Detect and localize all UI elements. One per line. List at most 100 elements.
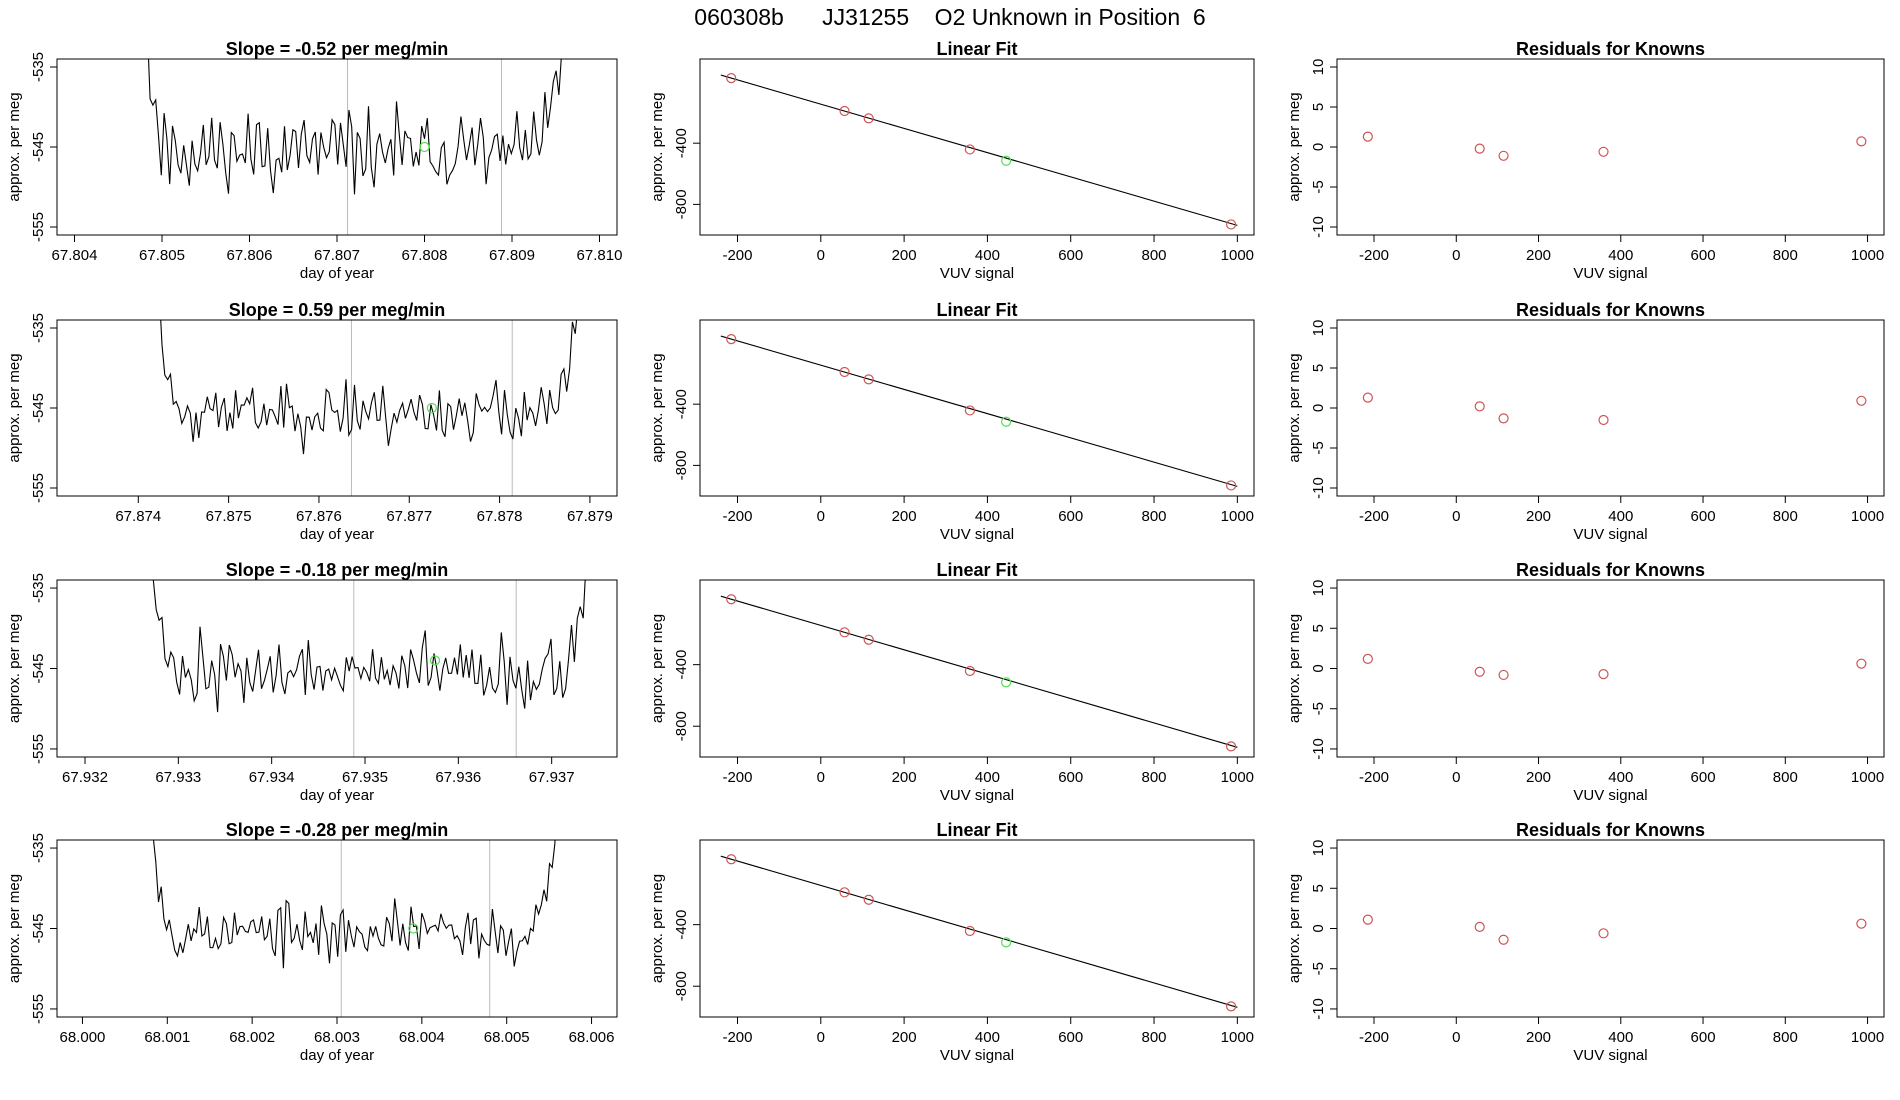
known-point bbox=[863, 634, 874, 645]
y-tick-label: -800 bbox=[673, 711, 690, 741]
x-tick-label: -200 bbox=[722, 508, 752, 525]
known-point bbox=[863, 374, 874, 385]
known-point bbox=[839, 366, 850, 378]
x-tick-label: 68.000 bbox=[60, 1029, 106, 1046]
x-tick-label: 1000 bbox=[1221, 1029, 1254, 1046]
x-tick-label: 200 bbox=[1526, 1029, 1551, 1046]
x-tick-label: 400 bbox=[975, 508, 1000, 525]
y-tick-label: -5 bbox=[1310, 962, 1327, 975]
x-tick-label: 800 bbox=[1773, 769, 1798, 786]
x-axis-label: VUV signal bbox=[940, 265, 1014, 282]
panel-6: Residuals for Knowns-200 0 200 400 600 800 100… bbox=[1286, 300, 1885, 543]
x-tick-label: -200 bbox=[722, 247, 752, 264]
y-tick-label: 10 bbox=[1310, 320, 1327, 337]
x-tick-label: 800 bbox=[1142, 1029, 1167, 1046]
x-tick-label: 400 bbox=[975, 247, 1000, 264]
plot-frame bbox=[1336, 839, 1885, 1018]
x-tick-label: 0 bbox=[817, 769, 825, 786]
x-tick-label: 67.937 bbox=[529, 769, 575, 786]
x-tick-label: 0 bbox=[817, 247, 825, 264]
x-tick-label: 68.003 bbox=[314, 1029, 360, 1046]
plot-area bbox=[147, 59, 562, 235]
x-axis-label: day of year bbox=[300, 265, 374, 282]
plot-title: Residuals for Knowns bbox=[1516, 820, 1705, 840]
y-tick-label: -400 bbox=[673, 910, 690, 940]
known-point bbox=[839, 627, 850, 638]
x-axis-label: VUV signal bbox=[1573, 526, 1647, 543]
plot-frame bbox=[699, 579, 1255, 758]
x-tick-label: 67.934 bbox=[249, 769, 295, 786]
y-tick-label: -555 bbox=[30, 212, 47, 242]
panel-4: Slope = 0.59 per meg/min 67.874 67.875 67.8… bbox=[6, 300, 618, 543]
plot-title: Slope = 0.59 per meg/min bbox=[229, 300, 446, 320]
signal-trace bbox=[147, 59, 562, 195]
y-tick-label: 10 bbox=[1310, 840, 1327, 857]
y-tick-label: -535 bbox=[30, 52, 47, 82]
known-point bbox=[1225, 741, 1237, 752]
y-axis-label: approx. per meg bbox=[6, 353, 23, 462]
y-tick-label: -555 bbox=[30, 994, 47, 1024]
panel-2: Linear Fit -200 0 200 400 600 800 1000 -800 -400 V… bbox=[649, 39, 1255, 282]
x-tick-label: 67.878 bbox=[477, 508, 523, 525]
x-tick-label: -200 bbox=[1359, 247, 1389, 264]
plot-title: Residuals for Knowns bbox=[1516, 560, 1705, 580]
plot-frame bbox=[699, 319, 1255, 497]
plot-title: Linear Fit bbox=[936, 820, 1017, 840]
y-tick-label: -400 bbox=[673, 650, 690, 680]
x-tick-label: 400 bbox=[1608, 508, 1633, 525]
y-axis-label: approx. per meg bbox=[6, 874, 23, 983]
plot-title: Slope = -0.28 per meg/min bbox=[226, 820, 449, 840]
unknown-marker bbox=[419, 141, 430, 153]
x-tick-label: 67.805 bbox=[139, 247, 185, 264]
y-tick-label: -545 bbox=[30, 132, 47, 162]
x-tick-label: 400 bbox=[1608, 769, 1633, 786]
fit-line bbox=[720, 595, 1238, 748]
known-point bbox=[1598, 669, 1609, 680]
x-tick-label: 67.935 bbox=[342, 769, 388, 786]
x-axis-label: day of year bbox=[300, 526, 374, 543]
known-point bbox=[964, 665, 976, 677]
known-point bbox=[964, 405, 976, 416]
known-point bbox=[726, 594, 737, 605]
y-tick-label: 5 bbox=[1310, 884, 1327, 892]
plot-frame bbox=[56, 579, 618, 758]
y-tick-label: 0 bbox=[1310, 143, 1327, 151]
x-tick-label: 600 bbox=[1058, 769, 1083, 786]
known-point bbox=[1362, 131, 1373, 142]
y-tick-label: -400 bbox=[673, 128, 690, 158]
x-axis-label: day of year bbox=[300, 787, 374, 804]
x-tick-label: 400 bbox=[1608, 1029, 1633, 1046]
x-tick-label: 200 bbox=[892, 1029, 917, 1046]
panel-7: Slope = -0.18 per meg/min 67.932 67.933 67.… bbox=[6, 560, 618, 804]
known-point bbox=[1362, 914, 1373, 925]
x-tick-label: 400 bbox=[975, 769, 1000, 786]
plot-title: Slope = -0.52 per meg/min bbox=[226, 39, 449, 59]
panel-1: Slope = -0.52 per meg/min 67.804 67.805 67.… bbox=[6, 39, 622, 282]
x-tick-label: -200 bbox=[722, 769, 752, 786]
plot-title: Linear Fit bbox=[936, 39, 1017, 59]
y-tick-label: 5 bbox=[1310, 103, 1327, 111]
known-point bbox=[1225, 1001, 1237, 1012]
y-axis-label: approx. per meg bbox=[649, 874, 666, 983]
y-axis-label: approx. per meg bbox=[6, 614, 23, 723]
panel-3: Residuals for Knowns-200 0 200 400 600 800 100… bbox=[1286, 39, 1885, 282]
known-point bbox=[1856, 918, 1867, 929]
x-axis-label: day of year bbox=[300, 1047, 374, 1064]
plot-title: Slope = -0.18 per meg/min bbox=[226, 560, 449, 580]
known-point bbox=[1856, 136, 1867, 147]
known-point bbox=[1362, 653, 1373, 664]
y-tick-label: -400 bbox=[673, 389, 690, 419]
known-point bbox=[1498, 413, 1509, 424]
plot-area bbox=[1362, 914, 1867, 945]
panel-5: Linear Fit -200 0 200 400 600 800 1000 -800 -400 V… bbox=[649, 300, 1255, 543]
x-tick-label: 200 bbox=[892, 508, 917, 525]
x-tick-label: 67.879 bbox=[567, 508, 613, 525]
x-axis-label: VUV signal bbox=[1573, 1047, 1647, 1064]
known-point bbox=[1474, 401, 1485, 412]
y-tick-label: 0 bbox=[1310, 664, 1327, 672]
y-tick-label: 0 bbox=[1310, 924, 1327, 932]
x-tick-label: -200 bbox=[1359, 1029, 1389, 1046]
y-tick-label: -800 bbox=[673, 971, 690, 1001]
x-axis-label: VUV signal bbox=[1573, 265, 1647, 282]
